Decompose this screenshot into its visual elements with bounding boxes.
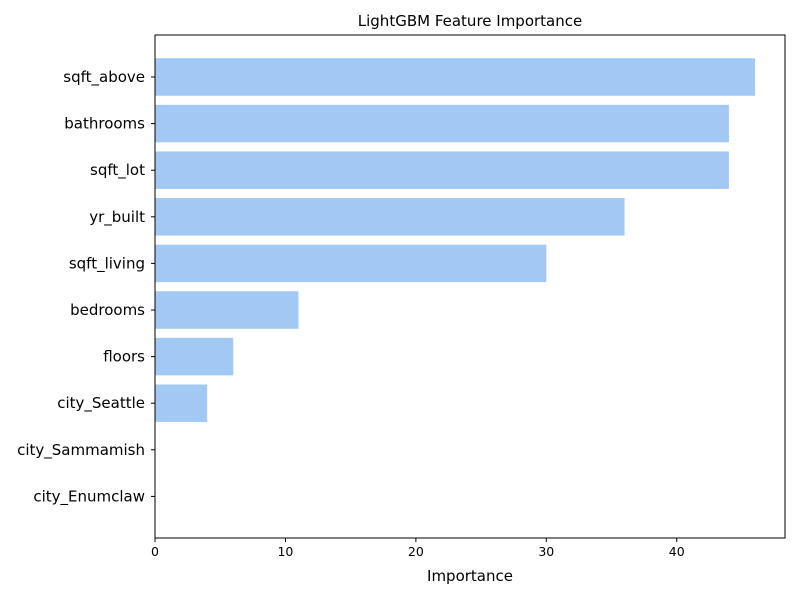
bar-floors [155, 337, 234, 376]
x-tick-label: 10 [277, 544, 293, 559]
bar-sqft-above [155, 58, 755, 96]
bar-bathrooms [155, 104, 729, 143]
bar-bedrooms [155, 291, 299, 329]
bar-yr-built [155, 198, 625, 236]
y-tick-label-city-enumclaw: city_Enumclaw [33, 487, 145, 506]
y-tick-label-sqft-above: sqft_above [63, 68, 145, 87]
y-tick-label-sqft-lot: sqft_lot [90, 161, 145, 180]
chart-title: LightGBM Feature Importance [358, 12, 582, 30]
x-axis-ticks: 0 10 20 30 40 [151, 538, 685, 559]
y-tick-label-bathrooms: bathrooms [64, 115, 145, 133]
bar-sqft-lot [155, 151, 729, 189]
bar-city-seattle [155, 384, 208, 422]
x-axis-label: Importance [427, 567, 513, 585]
y-tick-label-city-seattle: city_Seattle [57, 394, 145, 413]
bar-sqft-living [155, 244, 547, 283]
y-tick-label-floors: floors [103, 348, 145, 366]
y-tick-label-bedrooms: bedrooms [70, 301, 145, 319]
x-tick-label: 40 [669, 544, 685, 559]
bars-group [155, 58, 755, 422]
plot-area-frame [154, 34, 786, 539]
x-tick-label: 30 [538, 544, 554, 559]
x-tick-label: 20 [408, 544, 424, 559]
y-tick-label-yr-built: yr_built [89, 208, 145, 227]
y-tick-label-city-sammamish: city_Sammamish [17, 441, 145, 460]
x-tick-label: 0 [151, 544, 159, 559]
y-tick-label-sqft-living: sqft_living [69, 254, 145, 273]
y-axis-ticks: sqft_above bathrooms sqft_lot yr_built sqft_… [17, 68, 155, 506]
